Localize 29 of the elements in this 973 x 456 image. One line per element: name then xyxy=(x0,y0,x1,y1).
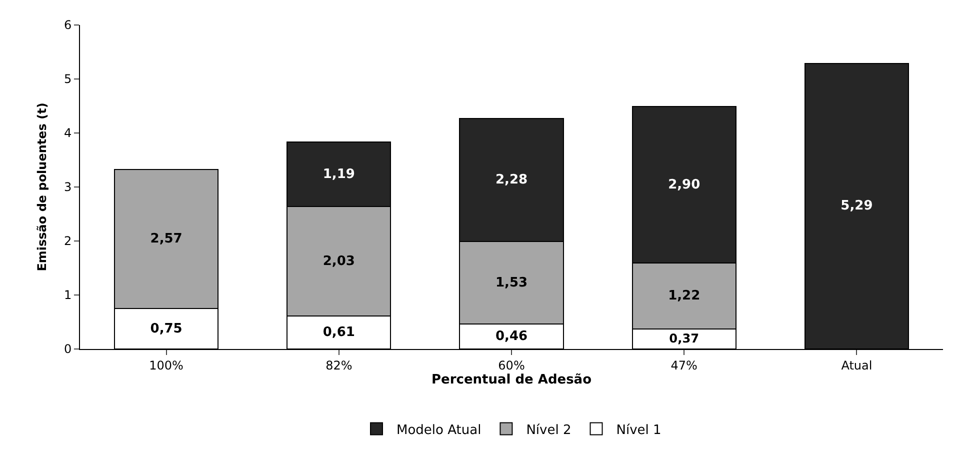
legend-label: Nível 2 xyxy=(526,422,572,438)
y-tick-label: 1 xyxy=(64,288,72,302)
x-tick-label: 47% xyxy=(670,358,698,372)
data-label: 2,28 xyxy=(495,172,528,188)
data-label: 0,37 xyxy=(669,331,700,346)
x-tick-label: Atual xyxy=(841,358,872,372)
data-label: 2,03 xyxy=(322,254,355,269)
x-tick-label: 60% xyxy=(498,358,525,372)
data-label: 2,57 xyxy=(150,232,182,247)
x-axis-title: Percentual de Adesão xyxy=(431,372,592,388)
y-tick-label: 5 xyxy=(64,72,72,86)
legend-label: Modelo Atual xyxy=(396,422,482,438)
legend-label: Nível 1 xyxy=(616,422,662,438)
y-tick-label: 3 xyxy=(64,180,72,194)
data-label: 0,46 xyxy=(495,329,528,344)
data-label: 1,53 xyxy=(495,275,528,290)
x-tick-label: 100% xyxy=(149,358,184,372)
data-label: 1,22 xyxy=(668,288,700,304)
y-tick-label: 0 xyxy=(64,342,72,356)
data-label: 1,19 xyxy=(322,166,355,182)
data-label: 0,75 xyxy=(150,321,182,336)
data-label: 0,61 xyxy=(322,325,355,340)
data-label: 2,90 xyxy=(668,177,700,192)
data-label: 5,29 xyxy=(840,198,873,214)
y-tick-label: 2 xyxy=(64,234,72,248)
y-tick-label: 4 xyxy=(64,126,72,140)
y-axis-title: Emissão de poluentes (t) xyxy=(35,102,49,272)
x-tick-label: 82% xyxy=(326,358,352,372)
y-tick-label: 6 xyxy=(64,18,72,32)
